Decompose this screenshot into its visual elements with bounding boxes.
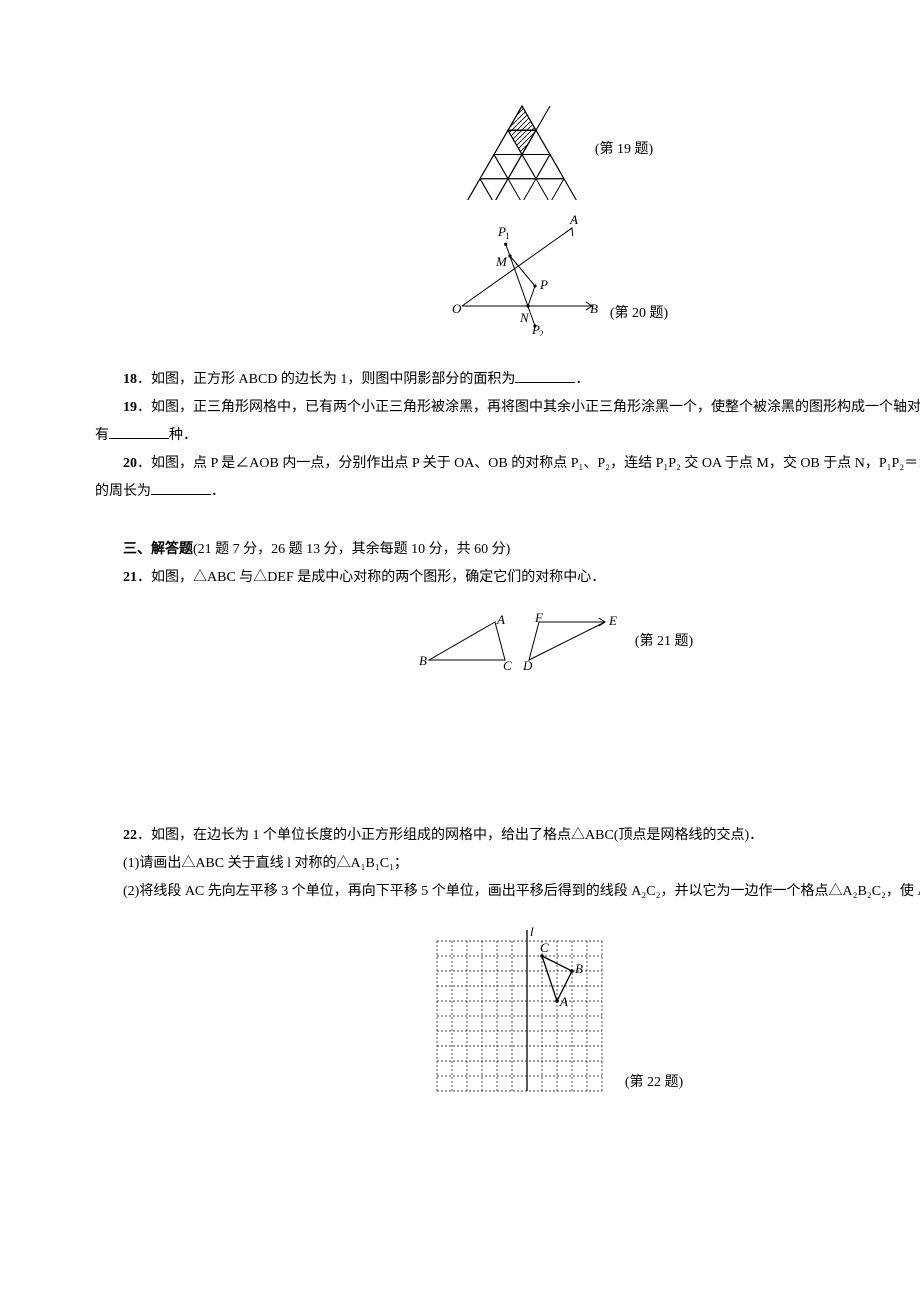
q20-text-b: ． [211,484,225,499]
q22-text1: ．如图，在边长为 1 个单位长度的小正方形组成的网格中，给出了格点△ABC(顶点… [137,828,763,843]
q19-number: 19 [123,400,137,415]
fig20-label-b: B [590,301,598,316]
q18-text-a: ．如图，正方形 ABCD 的边长为 1，则图中阴影部分的面积为 [137,372,515,387]
q19-blank [109,424,169,439]
fig20-label-n: N [519,310,530,325]
question-22-line2: (1)请画出△ABC 关于直线 l 对称的△A₁B₁C₁； [95,850,920,878]
figure-22-svg: l C B A [427,926,617,1101]
q18-text-b: ． [575,372,589,387]
q20-blank [151,480,211,495]
fig22-label-c: C [540,940,549,955]
q22-number: 22 [123,828,137,843]
figure-20-caption: (第 20 题) [610,300,668,336]
figure-block-22: l C B A (第 22 题) [95,926,920,1101]
fig20-label-p: P [539,277,548,292]
section-3-heading: 三、解答题(21 题 7 分，26 题 13 分，其余每题 10 分，共 60 … [95,534,920,564]
figure-block-21: A B C D F E (第 21 题) [95,612,920,672]
q22-text2: (1)请画出△ABC 关于直线 l 对称的△A₁B₁C₁； [123,856,408,871]
fig21-label-d: D [522,658,533,672]
q18-number: 18 [123,372,137,387]
question-21: 21．如图，△ABC 与△DEF 是成中心对称的两个图形，确定它们的对称中心． [95,564,920,592]
fig21-label-e: E [608,613,617,628]
q21-text: ．如图，△ABC 与△DEF 是成中心对称的两个图形，确定它们的对称中心． [137,570,605,585]
fig21-label-c: C [503,658,512,672]
figure-22-row: l C B A (第 22 题) [95,926,920,1101]
svg-text:2: 2 [539,329,544,336]
figure-block-19-20: (第 19 题) [95,100,920,336]
q19-text-b: 种． [169,428,197,443]
figure-21-row: A B C D F E (第 21 题) [95,612,920,672]
question-20: 20．如图，点 P 是∠AOB 内一点，分别作出点 P 关于 OA、OB 的对称… [95,450,920,506]
svg-text:1: 1 [505,231,510,241]
fig20-label-m: M [495,254,508,269]
fig22-label-b: B [575,961,583,976]
figure-22-caption: (第 22 题) [625,1069,683,1101]
question-19: 19．如图，正三角形网格中，已有两个小正三角形被涂黑，再将图中其余小正三角形涂黑… [95,394,920,450]
fig20-label-o: O [452,301,462,316]
q22-text3: (2)将线段 AC 先向左平移 3 个单位，再向下平移 5 个单位，画出平移后得… [123,884,920,899]
fig22-label-a: A [559,994,568,1009]
figure-19-caption: (第 19 题) [595,136,653,164]
fig21-label-b: B [419,653,427,668]
question-22-line3: (2)将线段 AC 先向左平移 3 个单位，再向下平移 5 个单位，画出平移后得… [95,878,920,906]
fig21-label-f: F [534,612,544,625]
figure-19-row: (第 19 题) [95,100,920,200]
q20-number: 20 [123,456,137,471]
question-18: 18．如图，正方形 ABCD 的边长为 1，则图中阴影部分的面积为 ． [95,366,920,394]
q18-blank [515,368,575,383]
figure-21-caption: (第 21 题) [635,628,693,656]
figure-21-svg: A B C D F E [417,612,627,672]
question-22-line1: 22．如图，在边长为 1 个单位长度的小正方形组成的网格中，给出了格点△ABC(… [95,822,920,850]
q21-number: 21 [123,570,137,585]
figure-20-row: P 1 A M P O N B P 2 (第 20 题) [95,206,920,336]
fig20-label-a: A [569,212,578,227]
q19-text-a: ．如图，正三角形网格中，已有两个小正三角形被涂黑，再将图中其余小正三角形涂黑一个… [95,400,920,443]
section-3-title: 三、解答题 [123,540,193,556]
fig21-label-a: A [496,612,505,627]
figure-19-svg [457,100,587,200]
figure-20-svg: P 1 A M P O N B P 2 [442,206,602,336]
section-3-note: (21 题 7 分，26 题 13 分，其余每题 10 分，共 60 分) [193,542,510,557]
fig22-label-l: l [530,926,534,939]
